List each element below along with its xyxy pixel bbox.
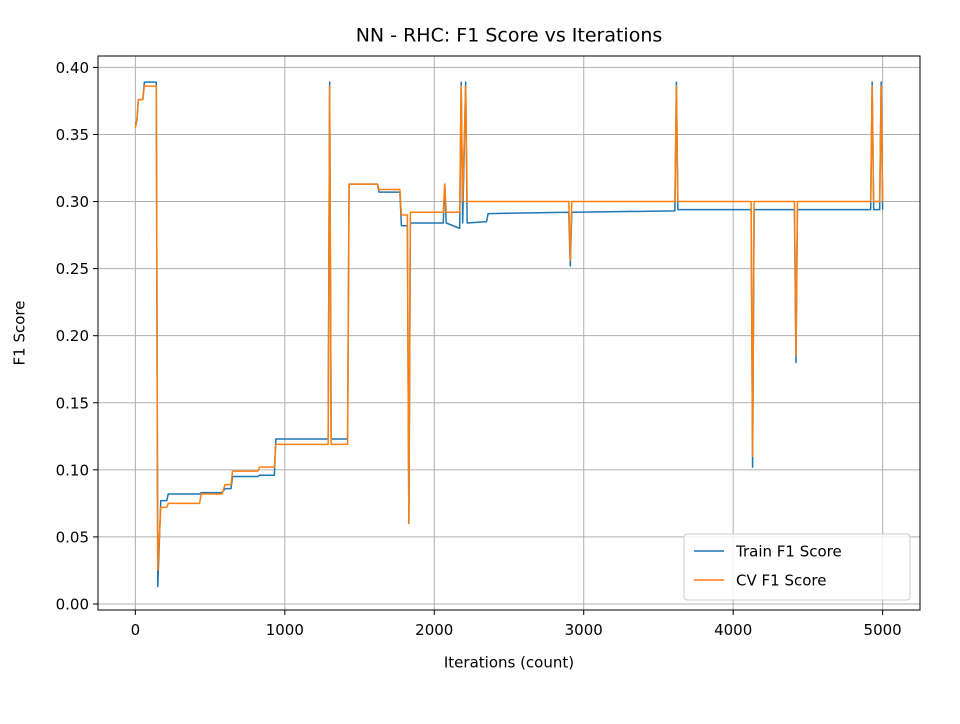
y-tick-label: 0.05 (56, 528, 89, 546)
plot-frame (97, 55, 921, 611)
data-line (134, 81, 884, 588)
y-tick-label: 0.25 (56, 260, 89, 278)
legend-label: CV F1 Score (736, 572, 826, 590)
y-tick-label: 0.10 (56, 461, 89, 479)
x-axis-label: Iterations (count) (444, 654, 574, 672)
x-tick-label: 1000 (266, 621, 304, 639)
y-tick-label: 0.15 (56, 394, 89, 412)
x-tick-label: 0 (131, 621, 141, 639)
x-tick-label: 5000 (864, 621, 902, 639)
y-tick-label: 0.00 (56, 595, 89, 613)
chart-title: NN - RHC: F1 Score vs Iterations (356, 25, 663, 47)
x-tick-label: 3000 (565, 621, 603, 639)
y-tick-label: 0.35 (56, 126, 89, 144)
y-axis-label: F1 Score (11, 301, 29, 366)
x-tick-label: 2000 (415, 621, 453, 639)
legend-box (683, 533, 911, 601)
y-tick-label: 0.20 (56, 327, 89, 345)
x-tick-label: 4000 (714, 621, 752, 639)
y-tick-label: 0.30 (56, 193, 89, 211)
data-line (134, 85, 884, 572)
y-tick-label: 0.40 (56, 59, 89, 77)
legend-label: Train F1 Score (735, 543, 842, 561)
